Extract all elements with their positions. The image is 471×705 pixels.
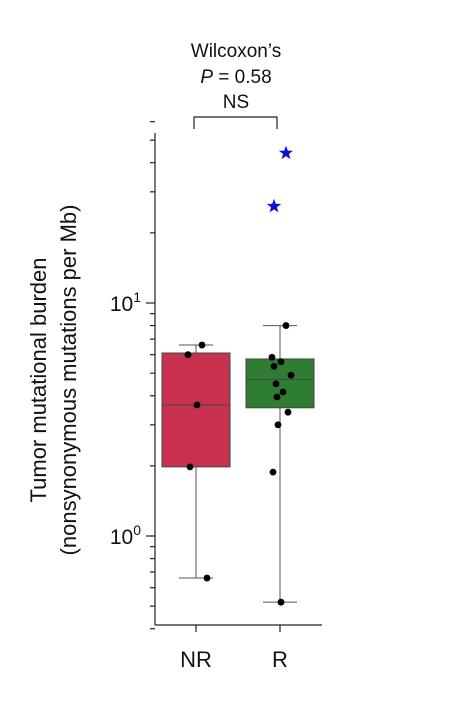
test-name-label: Wilcoxon’s [191,41,281,62]
nr-data-point [203,574,211,582]
y-axis-label-line2: (nonsynonymous mutations per Mb) [56,205,81,556]
points-group [184,145,295,606]
r-data-point [273,393,281,401]
y-axis-label-line1: Tumor mutational burden [26,258,51,503]
y-tick-exponent: 1 [133,289,141,305]
r-outlier-star [278,145,294,160]
y-tick-label-0: 100 [110,522,141,549]
nr-data-point [186,463,194,471]
r-data-point [287,371,295,379]
x-tick-label-nr: NR [180,647,212,672]
significance-label: NS [223,92,249,113]
p-symbol: P [200,67,213,88]
boxes-group [161,325,315,603]
r-data-point [272,380,280,388]
nr-box [161,352,231,468]
significance-bracket [193,116,278,129]
r-data-point [270,362,278,370]
r-data-point [269,468,277,476]
y-tick-exponent: 0 [133,522,141,538]
r-outlier-star [266,198,282,213]
r-data-point [282,322,290,329]
y-tick-label-1: 101 [110,289,141,316]
p-value-label: P = 0.58 [200,67,271,88]
p-value: = 0.58 [218,67,271,88]
r-data-point [277,598,285,606]
nr-data-point [193,401,201,409]
x-tick-label-r: R [272,647,288,672]
r-data-point [274,421,282,429]
y-tick-base: 10 [110,526,133,549]
r-data-point [284,408,292,416]
r-data-point [277,358,285,366]
r-data-point [279,388,287,396]
r-box [245,358,315,409]
r-data-point [268,353,276,361]
y-tick-base: 10 [110,293,133,316]
nr-data-point [184,351,192,359]
nr-data-point [198,341,206,349]
